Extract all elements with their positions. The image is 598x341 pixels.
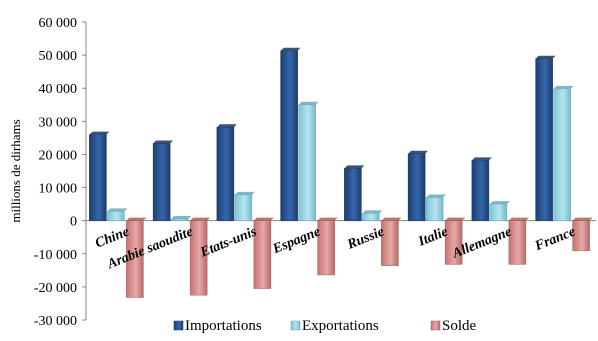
bar-cap-solde-4 [381,217,402,221]
bar-cap-solde-5 [445,217,466,221]
bar-exportations-3 [298,104,316,221]
bar-solde-3 [317,220,335,276]
legend-swatch-exportations [290,320,301,331]
bar-cap-importations-6 [471,157,492,161]
bar-cap-exportations-1 [171,216,192,220]
x-category-label: Espagne [270,224,323,257]
bar-cap-importations-2 [216,124,237,128]
bar-importations-1 [152,143,171,221]
bar-solde-6 [508,220,527,265]
legend-label-exportations: Exportations [302,318,379,334]
bar-importations-0 [89,134,107,221]
bar-importations-5 [407,153,426,221]
y-tick-label: 60 000 [39,16,78,31]
bar-importations-2 [216,127,235,221]
legend-label-solde: Solde [442,318,477,334]
y-tick-label: 50 000 [39,49,78,64]
bar-exportations-7 [553,88,571,221]
bar-solde-1 [189,220,208,296]
bar-cap-exportations-7 [553,85,574,89]
bar-cap-importations-0 [89,131,110,135]
bar-solde-4 [381,220,399,266]
bar-exportations-2 [234,194,253,221]
bar-cap-solde-3 [317,217,338,221]
bar-importations-6 [471,160,490,221]
bar-cap-exportations-5 [426,194,447,198]
bar-exportations-4 [362,213,380,221]
y-tick-label: -30 000 [34,314,77,329]
bar-cap-importations-7 [535,55,556,59]
y-tick-label: 30 000 [39,115,78,130]
bar-importations-3 [280,50,298,221]
bar-cap-importations-1 [153,140,174,144]
bar-cap-exportations-4 [362,210,383,214]
bar-solde-0 [126,220,144,298]
y-tick-label: 0 [70,215,77,230]
bar-cap-importations-5 [408,150,429,154]
legend-swatch-importations [173,320,184,331]
bar-exportations-6 [489,203,508,221]
y-tick-label: -20 000 [34,281,77,296]
bar-cap-solde-6 [508,217,529,221]
bar-cap-solde-0 [126,217,147,221]
bar-cap-exportations-2 [234,191,255,195]
bar-exportations-5 [425,197,444,221]
bar-cap-solde-1 [190,217,211,221]
y-tick-label: 40 000 [39,82,78,97]
y-tick-label: -10 000 [34,248,77,263]
bar-importations-4 [344,168,362,221]
bar-cap-importations-4 [344,165,365,169]
bar-cap-importations-3 [280,47,301,51]
bar-cap-exportations-6 [489,201,510,205]
bar-exportations-0 [107,211,125,221]
x-category-label: Chine [93,224,131,251]
legend-label-importations: Importations [185,318,262,334]
bar-cap-solde-7 [572,217,593,221]
bar-solde-7 [572,220,590,252]
bar-importations-7 [535,58,553,221]
bar-solde-2 [253,220,272,289]
y-tick-label: 10 000 [39,182,78,197]
x-category-label: Russie [344,224,386,253]
x-category-label: France [532,224,577,254]
bar-cap-exportations-0 [107,208,128,212]
bar-exportations-1 [170,218,189,221]
y-axis-title: millions de dirhams [8,119,23,222]
bar-cap-exportations-3 [298,101,319,105]
bar-cap-solde-2 [253,217,274,221]
y-tick-label: 20 000 [39,148,78,163]
bar-solde-5 [444,220,463,265]
legend-swatch-solde [430,320,441,331]
